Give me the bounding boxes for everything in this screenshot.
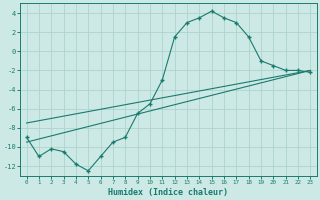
- X-axis label: Humidex (Indice chaleur): Humidex (Indice chaleur): [108, 188, 228, 197]
